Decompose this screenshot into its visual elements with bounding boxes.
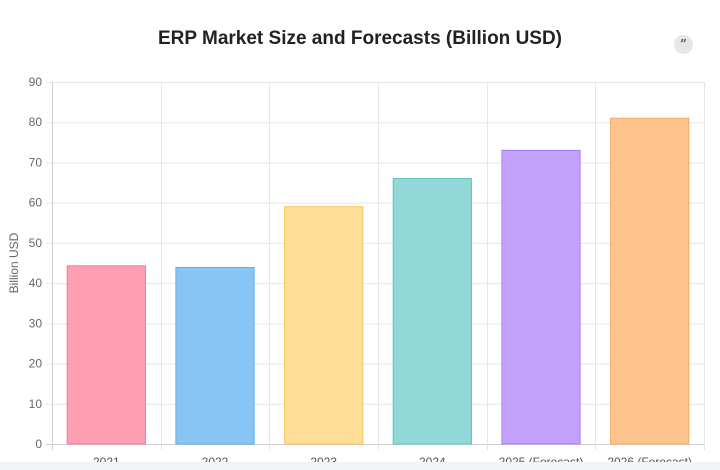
bar-2026-forecast xyxy=(610,117,690,445)
y-tick-label: 50 xyxy=(29,236,43,250)
bar-2024 xyxy=(392,178,472,445)
bar-2021 xyxy=(66,265,146,445)
y-tick-label: 40 xyxy=(29,276,43,290)
y-tick-label: 60 xyxy=(29,196,43,210)
chart-title: ERP Market Size and Forecasts (Billion U… xyxy=(157,28,563,49)
y-tick-label: 30 xyxy=(29,316,43,330)
bar-2022 xyxy=(175,266,255,445)
bar-2023 xyxy=(284,206,364,445)
y-tick-label: 90 xyxy=(29,75,43,89)
y-tick-label: 70 xyxy=(29,155,43,169)
bar-2025-forecast xyxy=(501,149,581,445)
y-tick-label: 20 xyxy=(29,357,43,371)
bottom-band xyxy=(0,462,720,470)
y-tick-label: 80 xyxy=(29,115,43,129)
y-tick-label: 10 xyxy=(29,397,43,411)
quote-icon[interactable]: ” xyxy=(674,35,693,54)
y-tick-label: 0 xyxy=(35,437,42,451)
